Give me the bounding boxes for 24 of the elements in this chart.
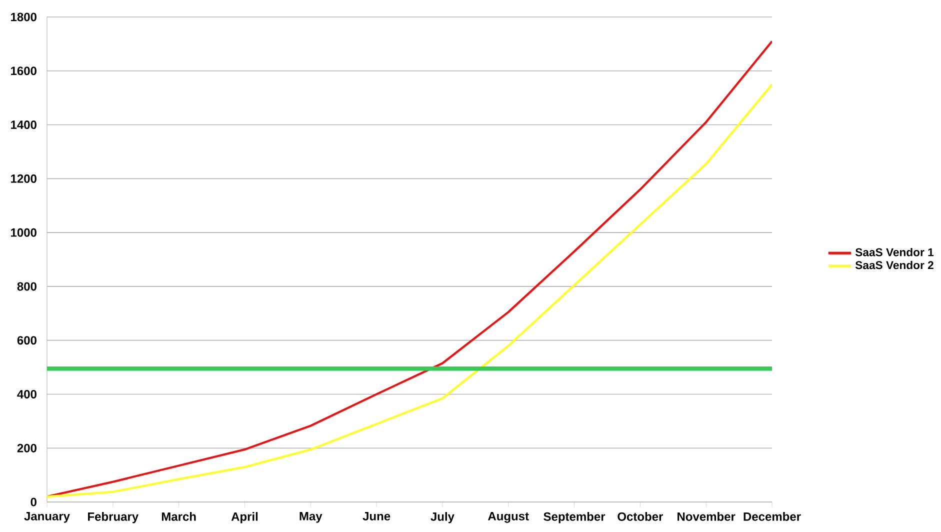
y-tick-label: 1800 xyxy=(11,12,36,22)
legend-label: SaaS Vendor 2 xyxy=(855,260,934,270)
legend-label: SaaS Vendor 1 xyxy=(855,248,934,256)
y-tick-label: 200 xyxy=(17,444,36,452)
x-tick-label: January xyxy=(24,512,70,523)
x-tick-label: August xyxy=(488,512,529,523)
x-tick-label: May xyxy=(300,512,322,523)
y-tick-label: 1000 xyxy=(11,228,36,237)
x-tick-label: July xyxy=(430,512,454,524)
x-tick-label: February xyxy=(88,512,139,524)
x-tick-label: April xyxy=(231,512,258,524)
y-tick-label: 1400 xyxy=(11,120,36,130)
y-tick-label: 400 xyxy=(17,390,36,398)
y-tick-label: 600 xyxy=(17,336,36,345)
x-tick-label: November xyxy=(678,512,736,521)
x-tick-label: October xyxy=(618,512,664,521)
x-tick-label: September xyxy=(544,512,606,524)
y-tick-label: 0 xyxy=(30,498,36,506)
x-tick-label: December xyxy=(744,512,801,521)
x-tick-label: March xyxy=(162,512,196,521)
y-tick-label: 1600 xyxy=(11,66,36,76)
x-tick-label: June xyxy=(362,512,390,520)
y-tick-label: 1200 xyxy=(11,174,36,183)
y-tick-label: 800 xyxy=(17,282,36,291)
